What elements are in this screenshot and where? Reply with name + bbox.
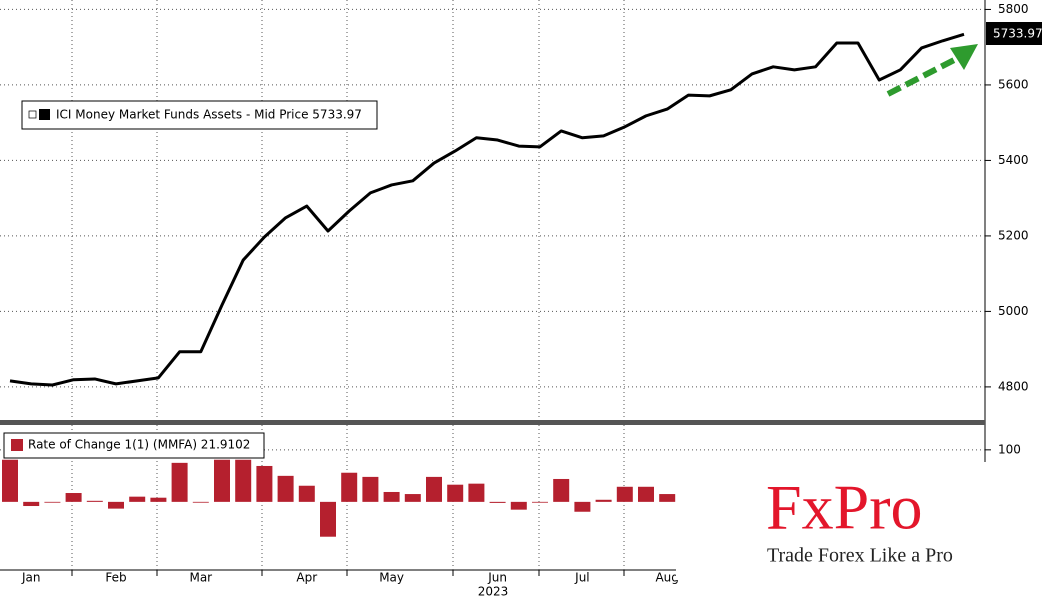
bar [256, 465, 273, 502]
watermark-brand: FxPro [766, 472, 923, 543]
x-tick-label: Aug [655, 571, 678, 585]
bar [489, 501, 506, 503]
bar [277, 475, 294, 502]
watermark-slogan: Trade Forex Like a Pro [767, 545, 953, 567]
bar [404, 494, 421, 502]
bar [447, 484, 464, 502]
bar [616, 486, 633, 502]
y-tick-label: 100 [998, 442, 1021, 456]
bar [192, 501, 209, 503]
legend-label: ICI Money Market Funds Assets - Mid Pric… [56, 108, 362, 122]
bar [659, 494, 676, 502]
x-tick-label: Feb [105, 571, 126, 585]
bar [426, 476, 442, 502]
bar [320, 501, 336, 537]
y-tick-label: 5400 [998, 153, 1029, 167]
panel-divider [0, 420, 985, 425]
y-tick-label: 5600 [998, 77, 1029, 91]
x-tick-label: Jun [487, 571, 507, 585]
bar [468, 483, 485, 502]
line-series [9, 32, 965, 387]
last-value-label: 5733.97 [993, 27, 1042, 41]
x-tick-label: Mar [189, 571, 212, 585]
bar [341, 472, 358, 502]
legend-label: Rate of Change 1(1) (MMFA) 21.9102 [28, 438, 250, 452]
y-tick-label: 5000 [998, 304, 1029, 318]
bar [214, 459, 230, 502]
y-tick-label: 5200 [998, 228, 1029, 242]
tag-pointer [986, 27, 992, 39]
bar [638, 486, 654, 502]
bar [510, 501, 527, 510]
x-tick-label: Apr [296, 571, 317, 585]
last-value-tag [986, 22, 1042, 45]
bar [171, 462, 188, 502]
x-year-label: 2023 [478, 585, 509, 599]
bar [44, 501, 61, 503]
x-tick-label: Jul [574, 571, 589, 585]
bar [2, 459, 18, 502]
x-tick-label: Jan [21, 571, 41, 585]
arrow-annotation [886, 44, 978, 97]
legend-bottom: Rate of Change 1(1) (MMFA) 21.9102 [3, 432, 265, 459]
y-tick-label: 5800 [998, 2, 1029, 16]
bar [553, 478, 570, 502]
x-tick-label: May [379, 571, 404, 585]
bar [86, 500, 103, 502]
bar [23, 501, 40, 507]
bar [108, 501, 124, 509]
bar [150, 497, 167, 502]
legend-top: ICI Money Market Funds Assets - Mid Pric… [21, 100, 378, 130]
bar [129, 496, 146, 502]
watermark-box [676, 462, 1042, 580]
bar [532, 501, 548, 503]
bar [362, 476, 379, 502]
bar [574, 501, 591, 512]
bar [65, 493, 82, 502]
y-tick-label: 4800 [998, 379, 1029, 393]
bar [383, 491, 400, 502]
bar [298, 485, 315, 502]
bar [235, 459, 252, 502]
bar [595, 499, 612, 502]
